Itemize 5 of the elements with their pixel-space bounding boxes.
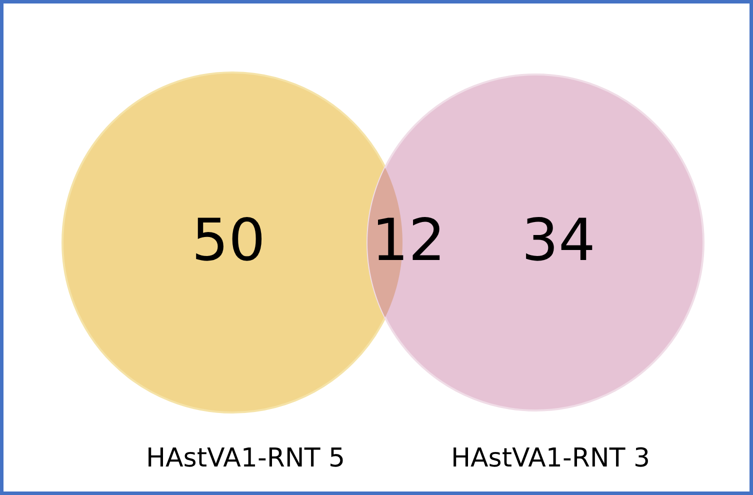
data-label: 50	[192, 206, 266, 274]
category-label: HAstVA1-RNT 5	[146, 444, 346, 474]
category-label: HAstVA1-RNT 3	[450, 444, 650, 474]
data-label: 12	[372, 206, 446, 274]
data-label: 34	[522, 206, 596, 274]
